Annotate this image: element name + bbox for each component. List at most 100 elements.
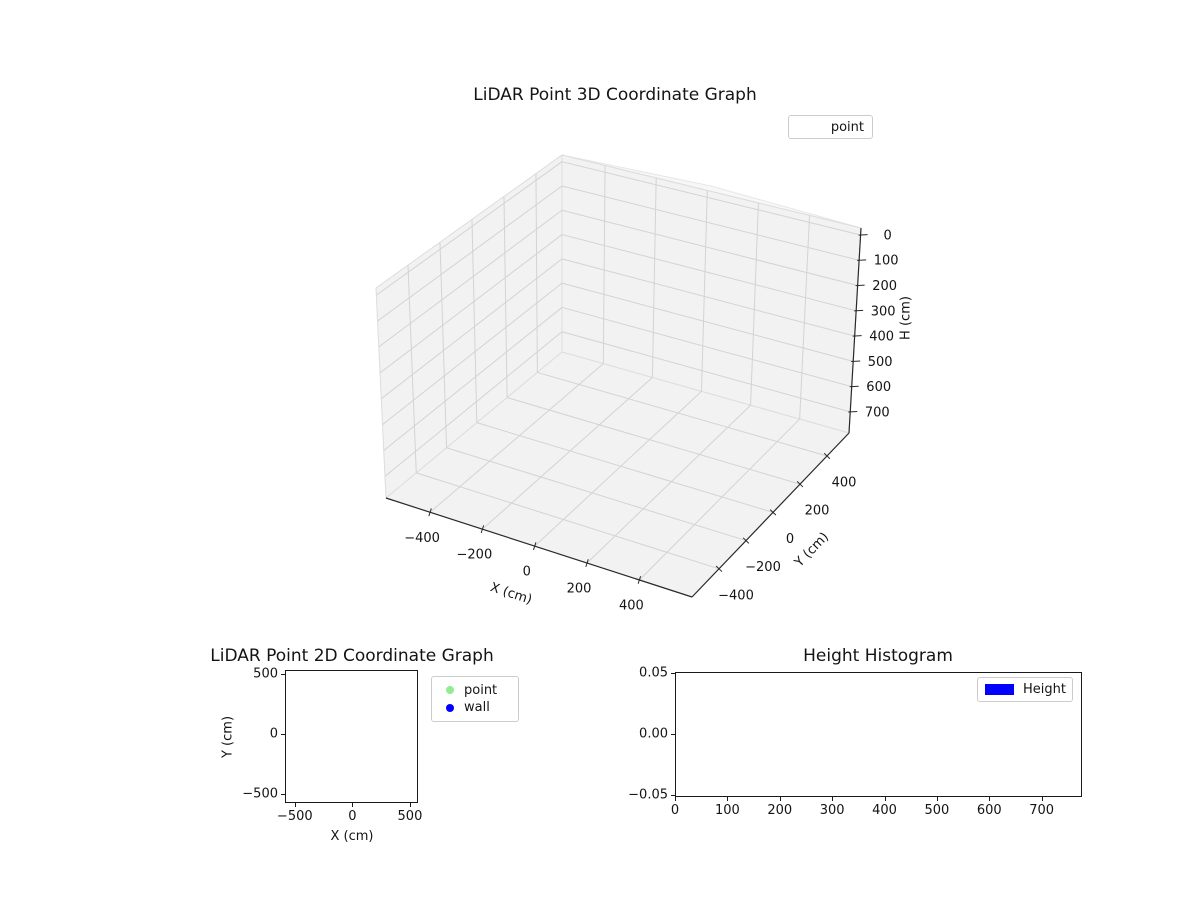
x-tick-label: −200 [457, 548, 493, 563]
y-tick [796, 481, 804, 488]
grid-y-floor [446, 447, 747, 542]
hist-x-tick [779, 797, 781, 801]
grid-x-wall [651, 177, 657, 378]
hist-legend: Height [977, 677, 1073, 702]
plot2d-y-tick [281, 674, 285, 676]
hist-x-tick [936, 797, 938, 801]
grid-z-left [382, 282, 563, 425]
hist-x-tick [989, 797, 991, 801]
y-tick [742, 537, 750, 544]
x-axis-line [385, 497, 693, 598]
y-tick-label: −200 [745, 560, 781, 575]
x-tick-label: 0 [523, 565, 531, 580]
grid-z-right [561, 161, 861, 236]
legend-item-point: point [432, 684, 518, 697]
z-tick [854, 309, 864, 312]
hist-x-tick-label: 700 [1029, 803, 1055, 818]
plot2d-y-tick-label: 0 [269, 726, 278, 742]
plot2d-x-tick [352, 803, 354, 807]
z-tick-label: 500 [868, 355, 893, 370]
plot2d-y-tick [281, 734, 285, 736]
plot2d-ylabel: Y (cm) [220, 715, 236, 759]
plot2d-legend: point wall [431, 676, 519, 722]
z-tick-label: 0 [883, 228, 891, 243]
grid-z-left [378, 209, 563, 348]
hist-x-tick-label: 200 [767, 803, 793, 818]
point-marker-icon [446, 686, 454, 695]
grid-x-floor [534, 390, 702, 547]
grid-x-wall [602, 165, 606, 364]
grid-z-right [561, 306, 852, 388]
z-tick-label: 100 [874, 254, 899, 269]
z-tick [851, 360, 861, 362]
hist-y-tick [671, 673, 675, 675]
z-tick [852, 335, 862, 337]
z-tick [855, 284, 865, 287]
hist-x-tick-label: 400 [872, 803, 897, 818]
grid-z-left [384, 331, 563, 477]
y-tick-label: 0 [786, 532, 794, 547]
hist-x-tick [884, 797, 886, 801]
plot3d-zlabel: H (cm) [899, 296, 914, 340]
grid-z-left [379, 234, 563, 374]
x-tick [533, 542, 537, 551]
grid-z-right [561, 209, 858, 287]
y-axis-line [691, 432, 850, 598]
y-tick-label: 400 [832, 475, 857, 490]
legend-marker-empty [797, 123, 831, 131]
grid-z-right [561, 282, 854, 362]
grid-x-wall [750, 202, 759, 406]
height-bar-marker-icon [985, 684, 1014, 695]
legend-label-point: point [464, 682, 498, 698]
y-tick [823, 452, 831, 460]
grid-z-right [561, 234, 857, 312]
grid-x-floor [586, 404, 751, 564]
y-tick [769, 509, 777, 516]
wall-marker-icon [446, 703, 454, 712]
z-tick-label: 300 [871, 304, 896, 319]
z-tick [849, 385, 859, 388]
legend-label-height: Height [1023, 682, 1066, 697]
grid-z-left [380, 258, 563, 400]
legend-label-wall: wall [464, 700, 490, 716]
z-tick [857, 259, 867, 261]
grid-z-right [561, 258, 855, 337]
grid-y-floor [416, 472, 720, 570]
z-axis-line [848, 227, 862, 434]
plot3d-xlabel: X (cm) [488, 580, 534, 608]
hist-x-tick-label: 100 [714, 803, 740, 818]
grid-x-wall [700, 190, 708, 392]
plot2d-y-tick-label: 500 [253, 666, 278, 682]
x-tick-label: 200 [567, 582, 592, 597]
hist-y-tick-label: 0.05 [639, 665, 668, 681]
x-tick [585, 559, 589, 568]
grid-y-wall [439, 242, 448, 448]
z-tick [858, 234, 868, 236]
z-tick-label: 700 [865, 405, 890, 420]
plot2d-title: LiDAR Point 2D Coordinate Graph [210, 646, 494, 666]
hist-y-tick [671, 733, 675, 735]
x-tick [637, 576, 642, 584]
plot2d-x-tick [409, 803, 411, 807]
plot2d-x-tick [294, 803, 296, 807]
grid-x-wall [799, 215, 811, 420]
plot2d-y-tick-label: −500 [242, 786, 278, 802]
grid-y-wall [503, 196, 508, 398]
grid-y-wall [471, 219, 478, 423]
plot3d-title: LiDAR Point 3D Coordinate Graph [473, 85, 757, 105]
y-tick-label: 200 [805, 504, 830, 519]
hist-x-tick-label: 300 [819, 803, 845, 818]
grid-x-floor [639, 418, 800, 581]
grid-z-left [377, 185, 563, 322]
grid-y-floor [506, 397, 801, 485]
hist-y-tick [671, 794, 675, 796]
x-tick-label: −400 [404, 531, 440, 546]
x-tick-label: 400 [619, 598, 644, 613]
plot2d-xlabel: X (cm) [330, 829, 374, 844]
z-tick [848, 411, 858, 413]
hist-x-tick [675, 797, 676, 801]
grid-y-wall [535, 173, 538, 373]
z-tick-label: 400 [869, 330, 894, 345]
